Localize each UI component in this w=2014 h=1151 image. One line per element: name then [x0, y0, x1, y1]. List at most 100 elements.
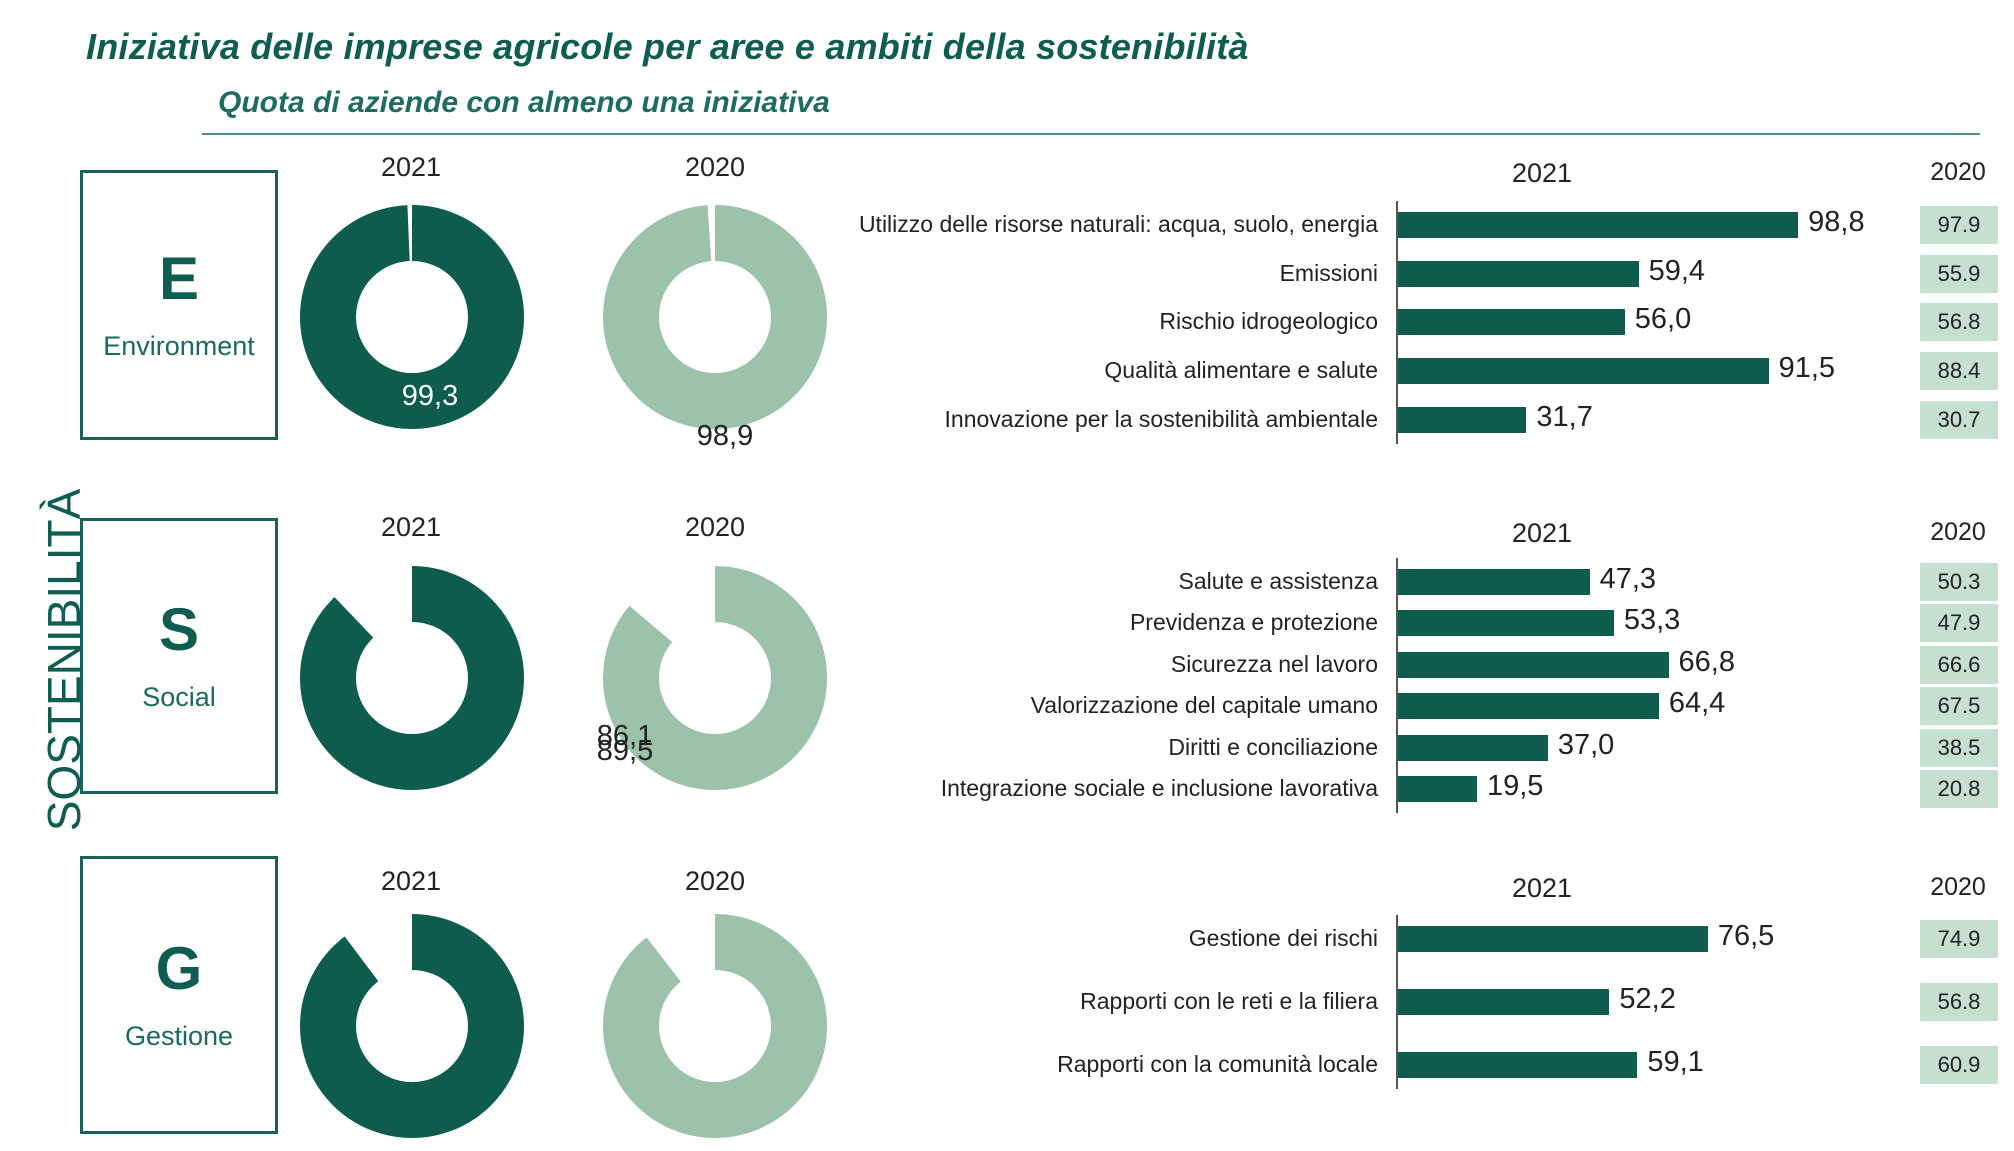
gestione-compare-box: 56.8 [1920, 983, 1998, 1021]
title-divider [202, 133, 1980, 135]
environment-donut-2020 [603, 205, 827, 429]
environment-letter-box: E Environment [80, 170, 278, 440]
environment-compare-box: 88.4 [1920, 352, 1998, 390]
gestione-bar-value: 76,5 [1717, 920, 1775, 952]
environment-bar [1398, 309, 1625, 335]
social-donut-2020-year: 2020 [684, 512, 746, 542]
social-donut-2021-value: 87,8 [302, 412, 360, 444]
gestione-bar-value: 59,1 [1647, 1046, 1704, 1078]
social-bar-label: Salute e assistenza [1178, 568, 1378, 594]
environment-bar [1398, 261, 1639, 287]
environment-compare-box: 30.7 [1920, 401, 1998, 439]
social-compare-2020-header: 2020 [1930, 518, 1986, 546]
environment-bar-label: Rischio idrogeologico [1159, 308, 1378, 334]
environment-compare-box: 55.9 [1920, 255, 1998, 293]
environment-name: Environment [103, 330, 255, 361]
social-letter: S [158, 595, 200, 663]
environment-donut-2021-value: 99,3 [401, 380, 459, 412]
social-bar-value: 64,4 [1668, 687, 1726, 719]
social-donut-2021-arc [300, 566, 524, 790]
social-bar [1398, 776, 1477, 802]
social-compare-box: 67.5 [1920, 687, 1998, 725]
environment-bar-label: Qualità alimentare e salute [1104, 357, 1378, 383]
gestione-donut-2020-arc [603, 914, 827, 1138]
gestione-compare-2020-header: 2020 [1930, 873, 1986, 901]
social-bar [1398, 610, 1614, 636]
gestione-donut-2021-value: 89,7 [299, 435, 357, 467]
environment-bar-value: 98,8 [1808, 206, 1865, 238]
environment-compare-box: 56.8 [1920, 303, 1998, 341]
environment-bar-label: Innovazione per la sostenibilità ambient… [944, 406, 1378, 432]
social-bar [1398, 693, 1659, 719]
social-donut-2021 [300, 566, 524, 790]
environment-donut-2020-year: 2020 [684, 152, 746, 182]
social-bar-value: 19,5 [1486, 770, 1544, 802]
environment-compare-2020-header: 2020 [1930, 158, 1986, 186]
gestione-bar [1398, 926, 1708, 952]
gestione-donut-2020-year: 2020 [684, 866, 746, 896]
social-bars-2021-header: 2021 [1511, 518, 1573, 548]
environment-bar-value: 59,4 [1648, 255, 1706, 287]
gestione-bar [1398, 989, 1610, 1015]
social-compare-box: 47.9 [1920, 604, 1998, 642]
social-bar-value: 53,3 [1623, 604, 1681, 636]
social-bar-label: Valorizzazione del capitale umano [1030, 692, 1378, 718]
gestione-compare-box: 60.9 [1920, 1046, 1998, 1084]
environment-letter: E [158, 244, 200, 312]
gestione-donut-2020-value: 89,5 [596, 735, 654, 767]
gestione-bar [1398, 1052, 1638, 1078]
environment-bar-value: 56,0 [1634, 303, 1692, 335]
gestione-name: Gestione [124, 1020, 234, 1051]
environment-bar [1398, 212, 1799, 238]
environment-compare-box: 97.9 [1920, 206, 1998, 244]
social-compare-box: 38.5 [1920, 729, 1998, 767]
environment-bar-value: 31,7 [1536, 401, 1593, 433]
gestione-bar-label: Rapporti con le reti e la filiera [1080, 988, 1378, 1014]
social-bar-value: 66,8 [1678, 646, 1735, 678]
environment-bar-label: Utilizzo delle risorse naturali: acqua, … [858, 211, 1378, 237]
social-bar [1398, 569, 1590, 595]
environment-donut-2021-year: 2021 [380, 152, 442, 182]
environment-donut-2021 [300, 205, 524, 429]
environment-donut-2021-arc [300, 205, 524, 429]
social-bar [1398, 652, 1669, 678]
social-donut-2020 [603, 566, 827, 790]
environment-donut-2020-value: 98,9 [696, 420, 754, 452]
environment-bar-axis [1396, 201, 1398, 444]
gestione-bars-2021-header: 2021 [1511, 873, 1573, 903]
gestione-donut-2021-year: 2021 [380, 866, 442, 896]
social-bar-value: 37,0 [1557, 729, 1615, 761]
gestione-bar-axis [1396, 915, 1398, 1089]
social-compare-box: 50.3 [1920, 563, 1998, 601]
environment-bar-label: Emissioni [1279, 260, 1378, 286]
social-bar-label: Sicurezza nel lavoro [1170, 651, 1378, 677]
environment-bar-value: 91,5 [1778, 352, 1836, 384]
social-bar-value: 47,3 [1599, 563, 1657, 595]
gestione-compare-box: 74.9 [1920, 920, 1998, 958]
gestione-donut-2021 [300, 914, 524, 1138]
gestione-letter-box: G Gestione [80, 856, 278, 1134]
social-letter-box: S Social [80, 518, 278, 794]
gestione-bar-label: Gestione dei rischi [1188, 925, 1378, 951]
social-donut-2021-year: 2021 [380, 512, 442, 542]
chart-title: Iniziativa delle imprese agricole per ar… [86, 26, 1249, 67]
chart-subtitle: Quota di aziende con almeno una iniziati… [218, 86, 830, 119]
social-bar-axis [1396, 558, 1398, 813]
social-bar-label: Integrazione sociale e inclusione lavora… [940, 775, 1378, 801]
environment-donut-2020-arc [603, 205, 827, 429]
gestione-donut-2020 [603, 914, 827, 1138]
social-compare-box: 66.6 [1920, 646, 1998, 684]
gestione-donut-2021-arc [300, 914, 524, 1138]
social-donut-2020-value: 86,1 [596, 720, 654, 752]
environment-bar [1398, 358, 1769, 384]
social-donut-2020-arc [603, 566, 827, 790]
environment-bar [1398, 407, 1527, 433]
social-bar [1398, 735, 1548, 761]
social-name: Social [142, 681, 216, 712]
gestione-letter: G [155, 934, 203, 1002]
social-bar-label: Previdenza e protezione [1129, 609, 1378, 635]
gestione-bar-label: Rapporti con la comunità locale [1057, 1051, 1378, 1077]
social-bar-label: Diritti e conciliazione [1168, 734, 1378, 760]
gestione-bar-value: 52,2 [1619, 983, 1676, 1015]
social-compare-box: 20.8 [1920, 770, 1998, 808]
